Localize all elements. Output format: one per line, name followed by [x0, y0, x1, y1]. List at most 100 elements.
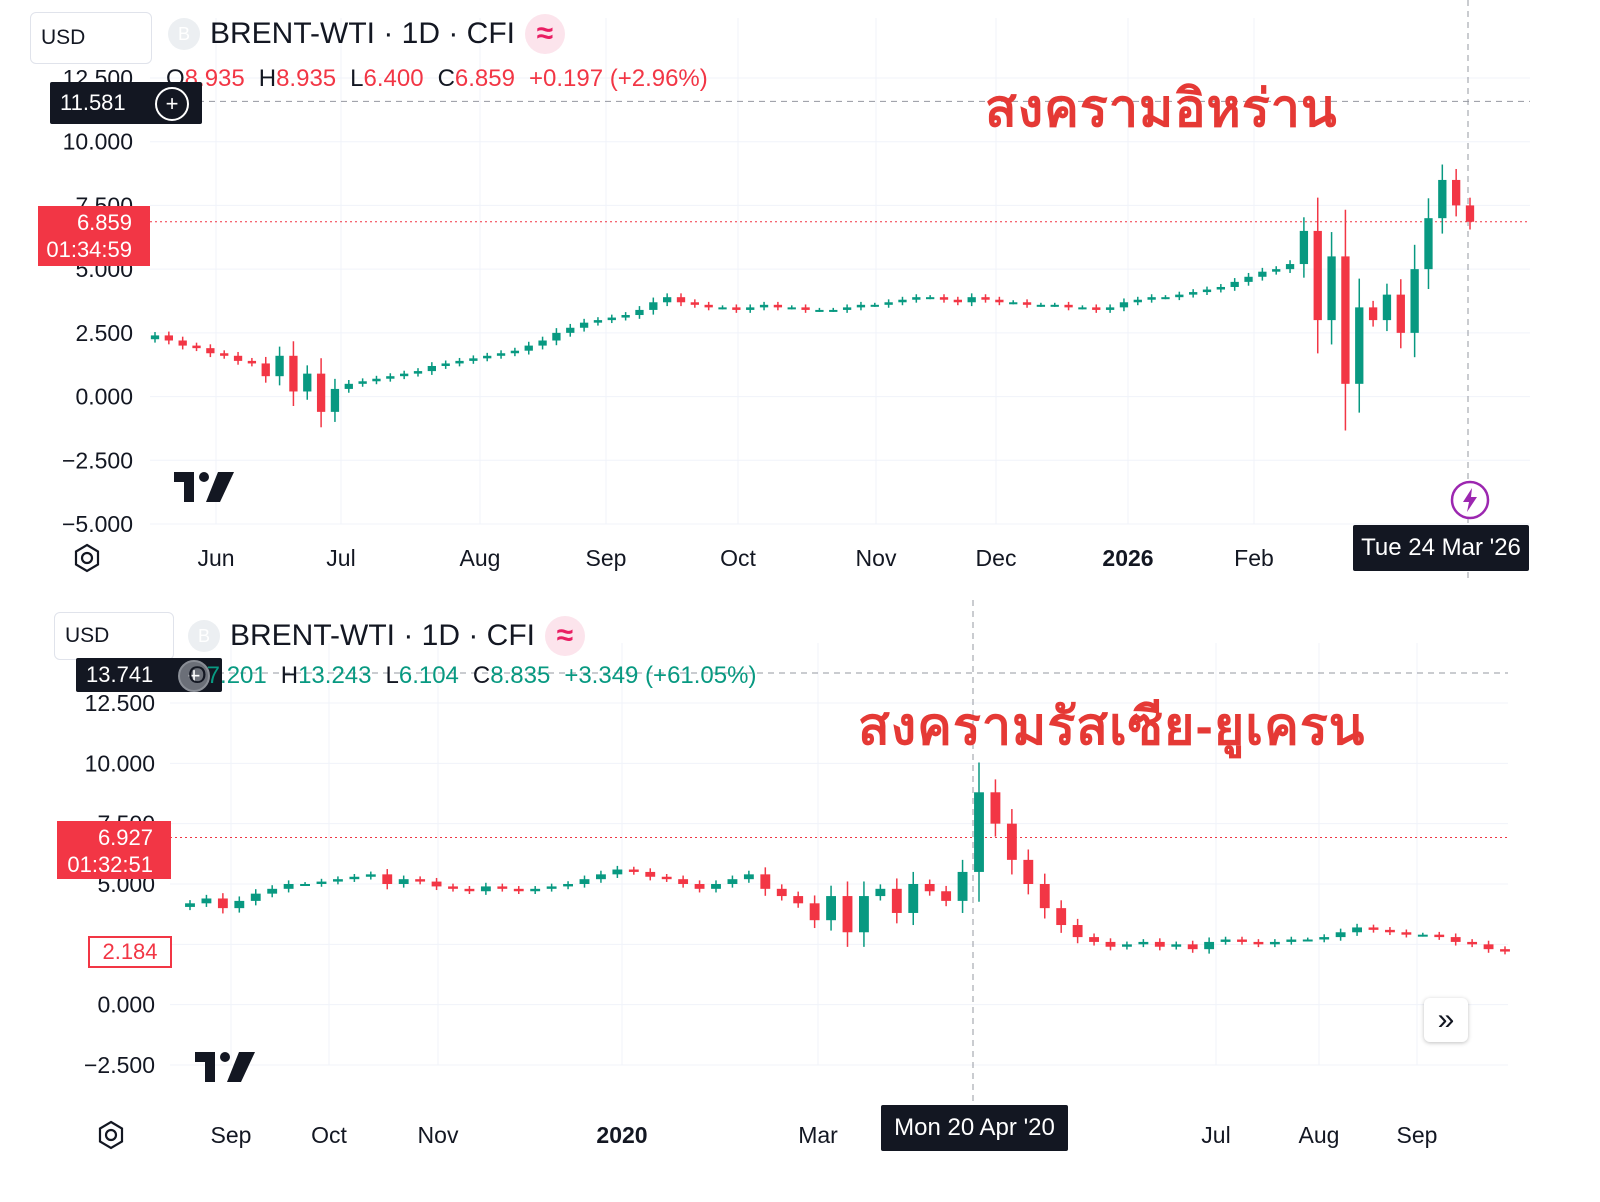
approx-icon[interactable]: ≈: [524, 14, 565, 54]
candle: [1089, 933, 1099, 946]
candle: [510, 347, 520, 357]
candle-body: [333, 879, 343, 882]
candle: [365, 871, 376, 880]
close-label: C: [437, 65, 455, 92]
approx-icon[interactable]: ≈: [544, 616, 585, 656]
candle-body: [1253, 941, 1264, 945]
candle-body: [829, 309, 838, 312]
settings-icon[interactable]: [72, 543, 102, 573]
candle: [233, 351, 243, 365]
candle-body: [206, 348, 215, 354]
candle: [192, 342, 201, 352]
add-alert-plus-icon[interactable]: +: [178, 660, 210, 692]
candle-body: [283, 884, 294, 889]
symbol-header[interactable]: B BRENT-WTI · 1D · CFI ≈: [188, 616, 585, 656]
candle-body: [233, 355, 243, 361]
candle-body: [192, 345, 201, 349]
lightning-icon[interactable]: [1450, 480, 1490, 520]
candle-body: [1401, 932, 1412, 935]
ohlc-legend: O7.201 H13.243 L6.104 C8.835 +3.349 (+61…: [188, 662, 756, 690]
candle: [372, 375, 381, 385]
candle-body: [267, 888, 278, 894]
candle: [1133, 296, 1142, 306]
candle: [1313, 197, 1322, 354]
currency-selector[interactable]: USD: [54, 612, 174, 660]
last-price-label: 6.859 01:34:59: [38, 206, 150, 266]
candle: [718, 305, 727, 310]
candle-body: [649, 302, 658, 310]
candle-body: [596, 874, 606, 880]
ohlc-legend: O8.935 H8.935 L6.400 C6.859 +0.197 (+2.9…: [166, 65, 708, 93]
close-label: C: [472, 662, 491, 689]
candle-body: [289, 355, 298, 392]
low-label: L: [350, 65, 364, 92]
candle: [1078, 305, 1087, 310]
candle: [1355, 278, 1364, 413]
candle-body: [316, 373, 326, 412]
candle-body: [513, 888, 524, 892]
candle-body: [1335, 932, 1346, 938]
candle: [759, 301, 769, 311]
candle: [773, 301, 783, 311]
candle-body: [261, 363, 270, 377]
candle-body: [150, 335, 160, 340]
candle-body: [884, 302, 893, 305]
candle: [431, 877, 442, 891]
candle-body: [464, 888, 475, 892]
currency-label: USD: [65, 624, 110, 647]
candle-body: [875, 888, 886, 897]
candle-body: [1467, 941, 1478, 945]
candle-body: [826, 896, 836, 921]
candle-body: [1327, 256, 1336, 321]
candle-body: [912, 297, 921, 300]
candle: [1434, 931, 1445, 940]
candle-body: [1355, 307, 1364, 384]
candle-body: [908, 884, 919, 913]
candle-body: [1089, 937, 1099, 942]
candle: [1483, 940, 1494, 953]
candle: [247, 357, 257, 367]
candle-body: [859, 896, 869, 933]
crosshair-price-value: 11.581: [60, 90, 126, 115]
candle: [1092, 304, 1101, 313]
candle: [201, 894, 212, 907]
candle: [1237, 936, 1247, 945]
candlestick-chart-top[interactable]: 12.50010.0007.5005.0002.5000.000−2.500−5…: [0, 0, 1600, 600]
candle-body: [1424, 218, 1433, 270]
candle-body: [1341, 256, 1350, 384]
candle-body: [815, 309, 824, 312]
candle: [649, 297, 658, 315]
y-tick-label: 12.500: [85, 690, 155, 716]
candle-body: [898, 299, 907, 303]
candle: [1258, 267, 1267, 281]
settings-icon[interactable]: [96, 1120, 126, 1150]
crosshair-date-value: Mon 20 Apr '20: [894, 1114, 1055, 1141]
chart-panel-top[interactable]: 12.50010.0007.5005.0002.5000.000−2.500−5…: [0, 0, 1600, 600]
high-label: H: [280, 662, 299, 689]
candle-body: [1133, 299, 1142, 303]
candle: [663, 293, 672, 307]
candle: [1187, 940, 1198, 953]
chart-panel-bottom[interactable]: 12.50010.0007.5005.0002.5000.000−2.500Se…: [0, 600, 1600, 1200]
candle: [316, 878, 327, 887]
candle: [1382, 283, 1392, 332]
candle: [1036, 302, 1046, 307]
candle-body: [1286, 939, 1297, 942]
candle: [1189, 289, 1198, 298]
crosshair-date-label: Mon 20 Apr '20: [881, 1105, 1068, 1151]
candle-body: [926, 297, 935, 300]
scroll-right-icon[interactable]: »: [1424, 998, 1468, 1042]
candle: [939, 294, 949, 303]
prev-close-label: 2.184: [88, 936, 172, 968]
symbol-header[interactable]: B BRENT-WTI · 1D · CFI ≈: [168, 14, 565, 54]
candle: [250, 889, 261, 906]
low-value: 6.400: [363, 65, 424, 92]
candle-body: [924, 884, 935, 892]
add-alert-plus-icon[interactable]: +: [155, 87, 189, 121]
candle-body: [1105, 941, 1116, 947]
candle: [441, 360, 450, 369]
candle-body: [711, 884, 721, 889]
close-value: 8.835: [490, 662, 551, 689]
currency-selector[interactable]: USD: [30, 12, 152, 64]
candle-body: [694, 884, 705, 889]
